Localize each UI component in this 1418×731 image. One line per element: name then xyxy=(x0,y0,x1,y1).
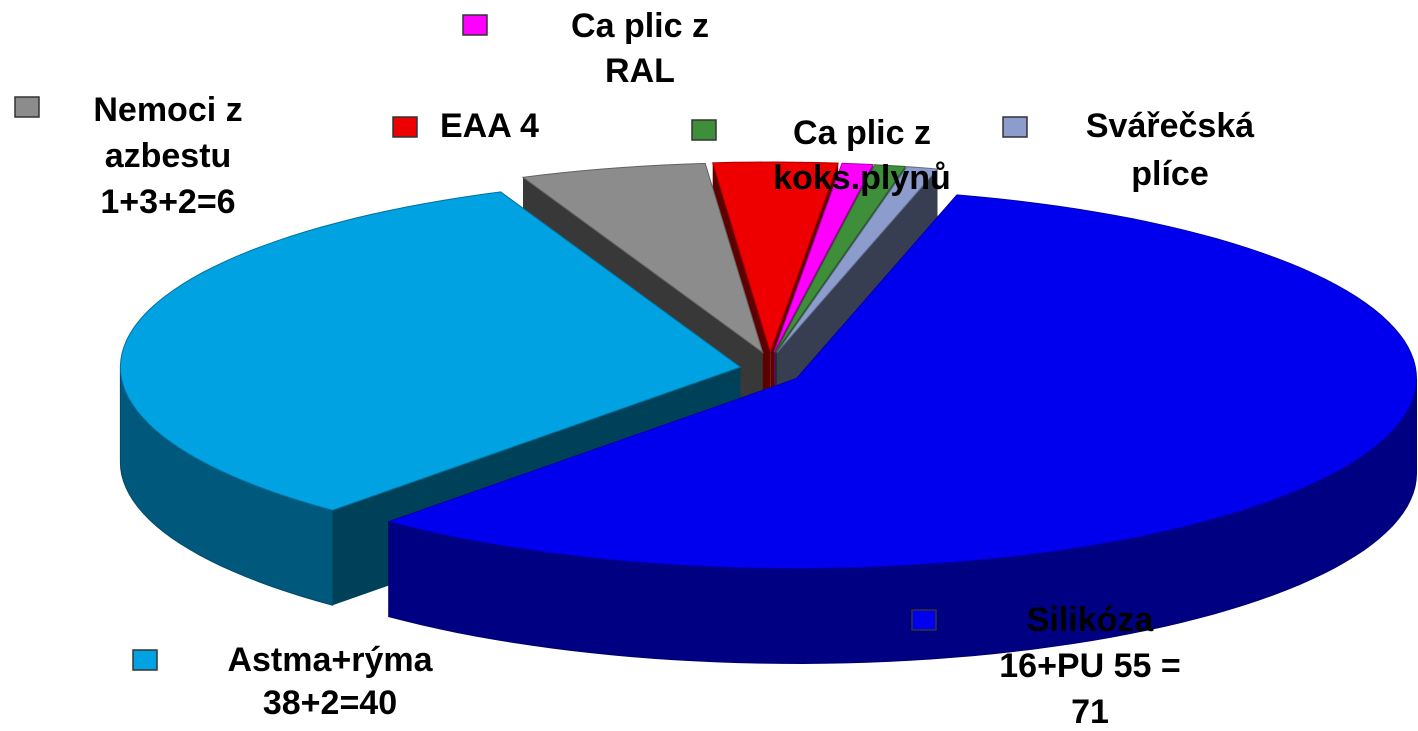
legend-swatch xyxy=(691,119,717,141)
legend-swatch xyxy=(132,649,158,671)
legend-label: azbestu xyxy=(105,137,232,175)
legend-label: 16+PU 55 = xyxy=(999,647,1180,685)
legend-label: Svářečská xyxy=(1086,107,1254,145)
legend-label: plíce xyxy=(1131,155,1208,193)
slice xyxy=(775,164,907,353)
legend-label: RAL xyxy=(605,52,675,90)
slice xyxy=(776,166,939,353)
slice xyxy=(521,162,764,354)
slice xyxy=(712,161,839,354)
legend-swatch xyxy=(911,609,937,631)
legend-swatch xyxy=(14,96,40,118)
legend-swatch xyxy=(462,14,488,36)
legend-label: 1+3+2=6 xyxy=(100,183,235,221)
slice xyxy=(119,191,742,511)
legend-label: 38+2=40 xyxy=(263,684,397,722)
legend-label: EAA 4 xyxy=(440,107,539,145)
legend-label: koks.plynů xyxy=(773,159,951,197)
legend-label: Ca plic z xyxy=(571,7,709,45)
legend-label: Silikóza xyxy=(1027,601,1155,639)
legend-swatch xyxy=(1002,116,1028,138)
legend-label: Astma+rýma xyxy=(227,641,433,679)
legend-label: Ca plic z xyxy=(793,114,931,152)
legend-label: Nemoci z xyxy=(93,91,242,129)
legend-swatch xyxy=(392,116,418,138)
legend-label: 71 xyxy=(1071,693,1109,726)
slice xyxy=(773,162,874,353)
slice xyxy=(386,194,1418,570)
